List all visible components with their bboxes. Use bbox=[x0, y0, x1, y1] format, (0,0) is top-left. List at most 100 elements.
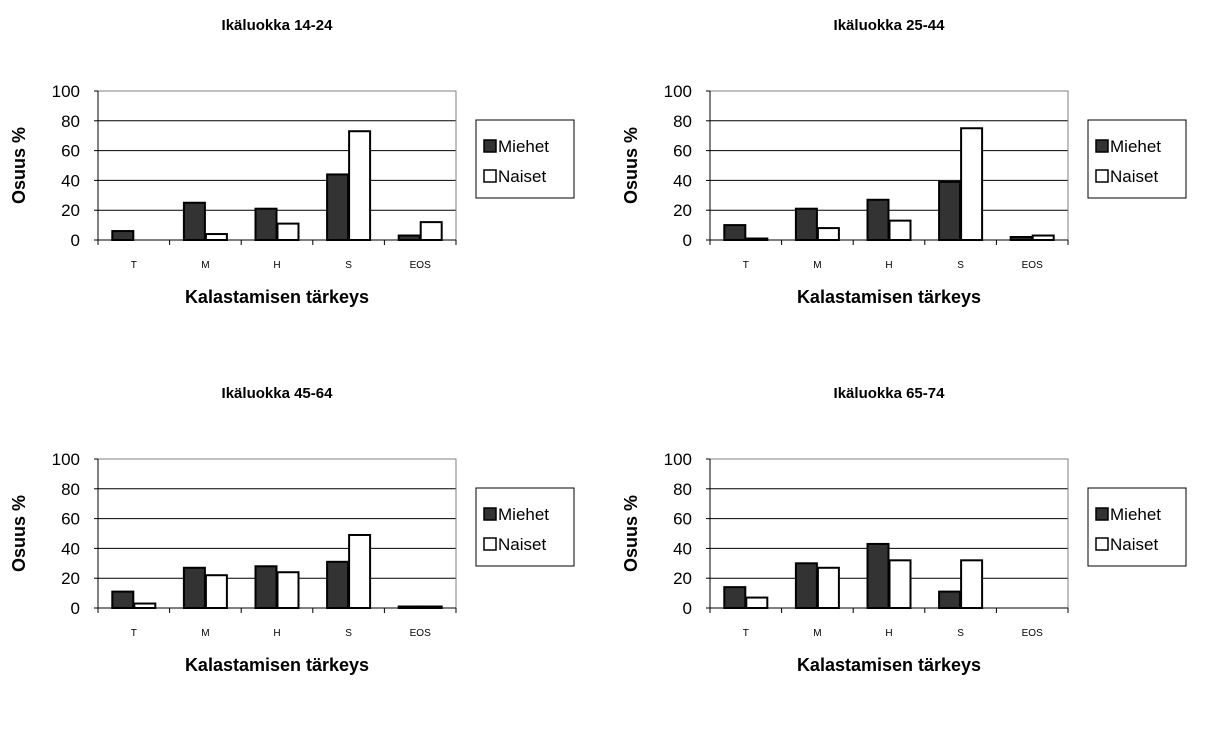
bar-naiset-t bbox=[745, 237, 769, 241]
chart-svg: Ikäluokka 45-64 0 20 40 60 80 100 T M H S EOS Kalast… bbox=[9, 385, 575, 675]
y-tick-label: 20 bbox=[673, 201, 692, 220]
legend-swatch bbox=[1095, 537, 1109, 551]
bar-naiset-eos bbox=[1031, 234, 1055, 241]
x-tick-label: T bbox=[131, 260, 137, 271]
bar-miehet-eos bbox=[1009, 236, 1033, 242]
legend: Miehet Naiset bbox=[475, 119, 575, 199]
y-tick-label: 40 bbox=[61, 539, 80, 558]
x-tick-label: T bbox=[743, 628, 749, 639]
bar-miehet-t bbox=[111, 590, 135, 609]
y-tick-label: 0 bbox=[71, 599, 80, 618]
chart-panel-1: Ikäluokka 14-24 0 20 40 60 80 100 T M H S EOS Kalast… bbox=[0, 0, 600, 360]
chart-title: Ikäluokka 25-44 bbox=[834, 17, 946, 34]
x-axis-title: Kalastamisen tärkeys bbox=[797, 655, 981, 675]
bar-miehet-s bbox=[326, 560, 350, 609]
x-axis-title: Kalastamisen tärkeys bbox=[185, 287, 369, 307]
y-tick-label: 20 bbox=[61, 569, 80, 588]
bar-miehet-m bbox=[182, 566, 206, 610]
chart-title: Ikäluokka 14-24 bbox=[222, 17, 334, 34]
bar-miehet-t bbox=[111, 230, 135, 241]
x-tick-label: H bbox=[885, 260, 892, 271]
chart-svg: Ikäluokka 25-44 0 20 40 60 80 100 T M H S EOS Kalast… bbox=[621, 17, 1187, 307]
legend-label: Naiset bbox=[498, 535, 546, 554]
bar-naiset-h bbox=[276, 222, 300, 241]
chart-panel-3: Ikäluokka 45-64 0 20 40 60 80 100 T M H S EOS Kalast… bbox=[0, 368, 600, 728]
x-tick-label: T bbox=[743, 260, 749, 271]
legend-swatch bbox=[483, 537, 497, 551]
x-tick-label: S bbox=[345, 628, 352, 639]
bar-miehet-h bbox=[254, 207, 278, 242]
bar-naiset-s bbox=[960, 559, 984, 610]
bar-miehet-m bbox=[182, 201, 206, 241]
y-tick-label: 80 bbox=[673, 480, 692, 499]
legend: Miehet Naiset bbox=[475, 487, 575, 567]
bar-miehet-m bbox=[794, 562, 818, 610]
x-tick-label: H bbox=[273, 260, 280, 271]
bar-naiset-s bbox=[348, 130, 372, 241]
legend-swatch bbox=[483, 139, 497, 153]
bar-naiset-h bbox=[276, 571, 300, 610]
bar-miehet-eos bbox=[397, 234, 421, 241]
legend-box bbox=[1087, 119, 1187, 199]
bar-naiset-h bbox=[888, 559, 912, 610]
bar-naiset-s bbox=[348, 533, 372, 610]
legend-label: Naiset bbox=[1110, 167, 1158, 186]
legend-box bbox=[475, 487, 575, 567]
y-tick-label: 40 bbox=[673, 171, 692, 190]
chart-svg: Ikäluokka 14-24 0 20 40 60 80 100 T M H S EOS Kalast… bbox=[9, 17, 575, 307]
x-tick-label: EOS bbox=[410, 628, 431, 639]
chart-title: Ikäluokka 45-64 bbox=[222, 385, 334, 402]
y-tick-label: 80 bbox=[673, 112, 692, 131]
x-axis-title: Kalastamisen tärkeys bbox=[797, 287, 981, 307]
bar-naiset-eos bbox=[419, 605, 443, 609]
legend-label: Naiset bbox=[498, 167, 546, 186]
y-tick-label: 100 bbox=[664, 450, 692, 469]
bar-naiset-s bbox=[960, 127, 984, 241]
bar-miehet-s bbox=[938, 590, 962, 609]
y-axis-title: Osuus % bbox=[9, 495, 29, 572]
legend-swatch bbox=[1095, 139, 1109, 153]
x-tick-label: S bbox=[957, 628, 964, 639]
legend-swatch bbox=[1095, 507, 1109, 521]
x-axis-title: Kalastamisen tärkeys bbox=[185, 655, 369, 675]
bar-naiset-eos bbox=[419, 221, 443, 241]
legend-label: Miehet bbox=[498, 137, 549, 156]
y-tick-label: 60 bbox=[673, 142, 692, 161]
y-tick-label: 20 bbox=[61, 201, 80, 220]
bar-miehet-h bbox=[866, 542, 890, 609]
y-tick-label: 0 bbox=[71, 231, 80, 250]
y-tick-label: 0 bbox=[683, 599, 692, 618]
y-tick-label: 40 bbox=[673, 539, 692, 558]
bar-naiset-h bbox=[888, 219, 912, 242]
x-tick-label: EOS bbox=[1022, 260, 1043, 271]
bar-naiset-t bbox=[133, 602, 157, 609]
y-axis-title: Osuus % bbox=[621, 495, 641, 572]
x-tick-label: H bbox=[273, 628, 280, 639]
x-tick-label: M bbox=[813, 628, 821, 639]
y-tick-label: 100 bbox=[52, 82, 80, 101]
chart-svg: Ikäluokka 65-74 0 20 40 60 80 100 T M H S EOS Kalast… bbox=[621, 385, 1187, 675]
x-tick-label: T bbox=[131, 628, 137, 639]
y-tick-label: 80 bbox=[61, 480, 80, 499]
legend-swatch bbox=[483, 507, 497, 521]
x-tick-label: H bbox=[885, 628, 892, 639]
bar-naiset-m bbox=[816, 227, 840, 242]
y-tick-label: 60 bbox=[673, 510, 692, 529]
y-tick-label: 60 bbox=[61, 142, 80, 161]
legend: Miehet Naiset bbox=[1087, 119, 1187, 199]
y-tick-label: 60 bbox=[61, 510, 80, 529]
bar-miehet-t bbox=[723, 586, 747, 609]
y-tick-label: 0 bbox=[683, 231, 692, 250]
legend-swatch bbox=[483, 169, 497, 183]
y-tick-label: 100 bbox=[52, 450, 80, 469]
legend-label: Naiset bbox=[1110, 535, 1158, 554]
chart-title: Ikäluokka 65-74 bbox=[834, 385, 946, 402]
x-tick-label: M bbox=[201, 628, 209, 639]
bar-naiset-m bbox=[816, 566, 840, 610]
legend: Miehet Naiset bbox=[1087, 487, 1187, 567]
bar-miehet-t bbox=[723, 224, 747, 242]
bar-naiset-t bbox=[745, 596, 769, 610]
x-tick-label: M bbox=[201, 260, 209, 271]
bar-miehet-eos bbox=[397, 605, 421, 609]
bar-miehet-m bbox=[794, 207, 818, 242]
